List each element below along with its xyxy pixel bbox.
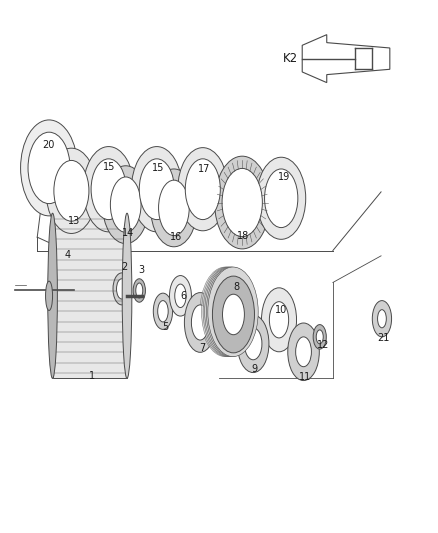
Ellipse shape: [203, 267, 254, 357]
Ellipse shape: [288, 323, 319, 381]
Text: 20: 20: [42, 140, 54, 150]
Ellipse shape: [131, 147, 182, 232]
Text: 6: 6: [180, 292, 186, 301]
Ellipse shape: [313, 325, 326, 349]
Ellipse shape: [110, 177, 141, 232]
Text: 13: 13: [67, 216, 80, 226]
Ellipse shape: [122, 213, 132, 378]
Text: 17: 17: [198, 165, 211, 174]
Ellipse shape: [158, 301, 168, 322]
FancyBboxPatch shape: [53, 213, 127, 378]
Ellipse shape: [222, 168, 262, 237]
Ellipse shape: [200, 267, 251, 357]
Text: 5: 5: [162, 322, 168, 332]
Ellipse shape: [113, 273, 131, 305]
Ellipse shape: [261, 288, 297, 352]
Ellipse shape: [151, 169, 197, 247]
Ellipse shape: [212, 276, 254, 353]
Ellipse shape: [21, 120, 78, 216]
Ellipse shape: [208, 267, 258, 357]
Text: K2: K2: [283, 52, 298, 65]
Ellipse shape: [48, 213, 57, 378]
Ellipse shape: [133, 279, 145, 302]
Ellipse shape: [269, 302, 289, 338]
Ellipse shape: [378, 310, 386, 328]
Text: 10: 10: [275, 305, 287, 315]
Text: 15: 15: [103, 163, 116, 172]
Ellipse shape: [28, 132, 70, 204]
Text: 1: 1: [89, 371, 95, 381]
Text: 15: 15: [152, 163, 164, 173]
Ellipse shape: [296, 337, 311, 367]
Ellipse shape: [244, 328, 262, 360]
Text: 3: 3: [138, 265, 144, 275]
Ellipse shape: [170, 276, 191, 316]
Ellipse shape: [185, 159, 220, 220]
Ellipse shape: [316, 330, 323, 344]
Text: 12: 12: [317, 341, 329, 350]
Ellipse shape: [175, 284, 186, 308]
Ellipse shape: [223, 294, 244, 335]
Ellipse shape: [54, 160, 89, 221]
Text: 18: 18: [237, 231, 250, 240]
Ellipse shape: [139, 159, 174, 220]
Text: 11: 11: [299, 373, 311, 382]
Ellipse shape: [372, 301, 392, 337]
Ellipse shape: [206, 267, 257, 357]
Ellipse shape: [265, 169, 298, 228]
Polygon shape: [302, 35, 390, 83]
Text: 8: 8: [233, 282, 240, 292]
Ellipse shape: [201, 267, 252, 357]
Ellipse shape: [153, 293, 173, 329]
Ellipse shape: [237, 315, 269, 373]
Text: 16: 16: [170, 232, 182, 242]
Text: 2: 2: [121, 262, 127, 271]
Ellipse shape: [83, 147, 134, 232]
Ellipse shape: [257, 157, 306, 239]
Text: 7: 7: [199, 343, 205, 353]
Ellipse shape: [136, 283, 143, 298]
Ellipse shape: [184, 293, 216, 352]
Ellipse shape: [191, 305, 209, 340]
Ellipse shape: [46, 281, 53, 310]
Ellipse shape: [46, 148, 97, 233]
Text: 19: 19: [278, 172, 290, 182]
Ellipse shape: [215, 156, 270, 249]
Text: 14: 14: [122, 229, 134, 238]
Ellipse shape: [117, 279, 127, 299]
Text: 9: 9: [251, 365, 257, 374]
Ellipse shape: [205, 267, 255, 357]
Ellipse shape: [178, 148, 228, 231]
Ellipse shape: [159, 180, 189, 236]
Text: 21: 21: [377, 333, 389, 343]
Text: 4: 4: [65, 250, 71, 260]
Ellipse shape: [102, 166, 149, 244]
Ellipse shape: [91, 159, 126, 220]
